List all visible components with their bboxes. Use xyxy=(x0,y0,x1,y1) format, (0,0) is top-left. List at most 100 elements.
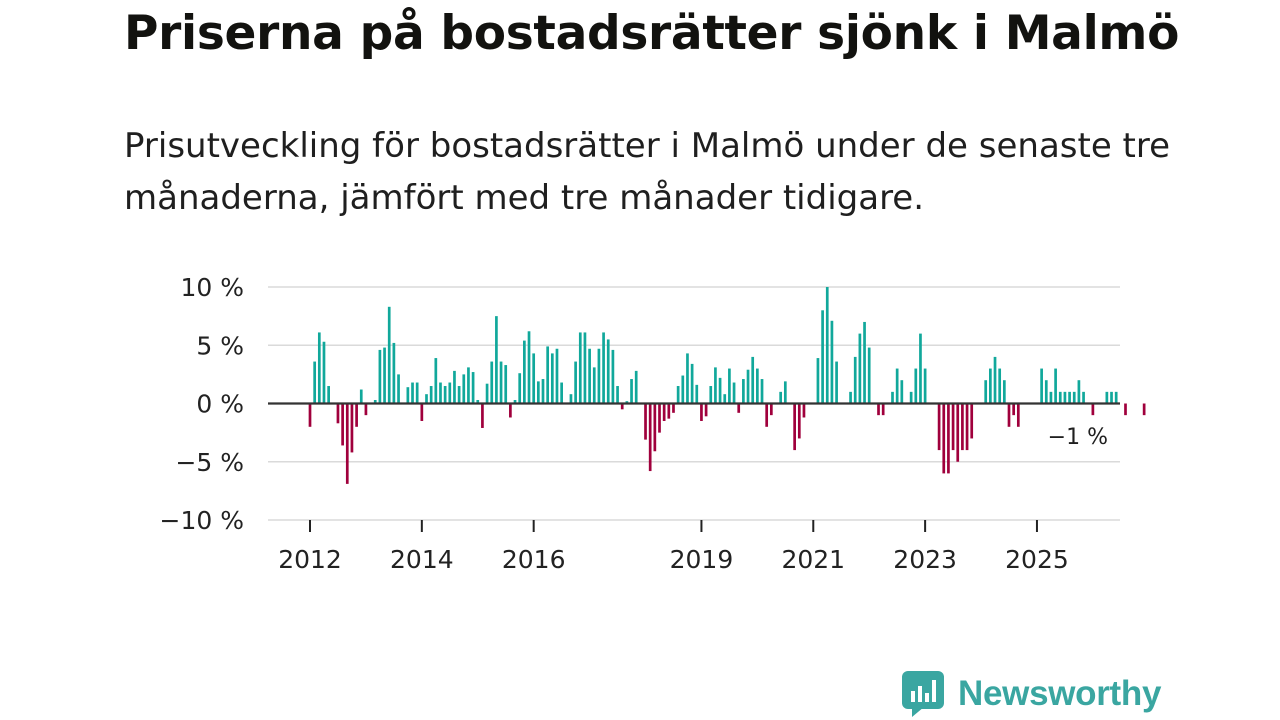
bar xyxy=(616,386,619,404)
bar xyxy=(313,361,317,404)
bar xyxy=(970,403,974,439)
bar xyxy=(863,321,866,404)
bar xyxy=(816,358,820,404)
bar xyxy=(471,372,475,404)
bar xyxy=(513,400,517,404)
bar xyxy=(853,356,857,404)
bar xyxy=(569,394,573,404)
bar xyxy=(308,403,312,427)
bar xyxy=(1044,380,1048,404)
bar xyxy=(350,403,354,453)
x-tick-label: 2025 xyxy=(1005,545,1069,574)
bar xyxy=(751,356,755,404)
bar xyxy=(956,403,960,462)
bar xyxy=(574,361,577,404)
bar xyxy=(541,379,545,404)
bar xyxy=(485,383,489,404)
y-tick-label: 0 % xyxy=(196,390,244,419)
bar xyxy=(550,353,554,404)
bar xyxy=(546,346,550,404)
bar xyxy=(709,386,713,404)
bar xyxy=(993,356,997,404)
bar xyxy=(499,361,503,404)
bar xyxy=(597,348,601,404)
bar xyxy=(690,363,694,404)
bar xyxy=(686,353,689,404)
bar xyxy=(509,403,512,418)
bar xyxy=(425,394,428,404)
bar xyxy=(378,349,382,404)
bar xyxy=(947,403,950,474)
bar xyxy=(336,403,340,424)
bar xyxy=(434,358,438,404)
bar xyxy=(518,373,522,404)
bar xyxy=(1124,403,1127,416)
bars xyxy=(308,287,1146,484)
bar xyxy=(825,287,829,404)
bar xyxy=(345,403,349,484)
x-tick-label: 2019 xyxy=(670,545,734,574)
bar xyxy=(653,403,657,452)
bar xyxy=(1091,403,1095,416)
bar xyxy=(355,403,358,427)
bar xyxy=(737,403,741,413)
bar xyxy=(984,380,988,404)
bar xyxy=(746,369,750,404)
bar xyxy=(1072,391,1076,404)
newsworthy-brand: Newsworthy xyxy=(902,670,1161,718)
bar xyxy=(1142,403,1146,416)
bar xyxy=(1007,403,1011,427)
bar xyxy=(411,382,414,404)
bar xyxy=(1058,391,1062,404)
bar xyxy=(1016,403,1020,427)
y-tick-label: 5 % xyxy=(196,331,244,360)
bar xyxy=(341,403,344,446)
bar xyxy=(849,391,852,404)
bar xyxy=(900,380,904,404)
y-tick-label: 10 % xyxy=(180,273,244,302)
bar xyxy=(1063,391,1067,404)
bar xyxy=(453,370,456,404)
bar xyxy=(891,391,894,404)
bar xyxy=(830,320,834,404)
x-tick-label: 2014 xyxy=(390,545,454,574)
bar xyxy=(965,403,969,451)
bar xyxy=(611,349,615,404)
bar xyxy=(1105,391,1109,404)
bar xyxy=(429,386,433,404)
bar xyxy=(718,377,722,404)
bar xyxy=(658,403,661,433)
bar xyxy=(322,341,326,404)
brand-name: Newsworthy xyxy=(958,674,1162,713)
bar xyxy=(634,370,638,404)
bar xyxy=(732,382,736,404)
x-tick-label: 2021 xyxy=(781,545,845,574)
bar xyxy=(742,379,745,404)
bar xyxy=(700,403,703,421)
bar xyxy=(1049,391,1053,404)
bar xyxy=(532,353,536,404)
bar xyxy=(392,342,396,404)
bar xyxy=(877,403,880,416)
bar xyxy=(1082,391,1085,404)
bar xyxy=(1110,391,1113,404)
bar xyxy=(504,365,508,404)
bar xyxy=(630,379,633,404)
bar xyxy=(648,403,652,472)
bar xyxy=(919,333,922,404)
bar xyxy=(462,374,466,404)
bar xyxy=(937,403,941,451)
y-tick-label: −5 % xyxy=(175,448,244,477)
bar xyxy=(765,403,769,427)
bar xyxy=(1068,391,1071,404)
bar xyxy=(523,340,526,404)
bar xyxy=(1002,380,1006,404)
bar xyxy=(895,368,899,404)
bar xyxy=(495,316,498,404)
bar xyxy=(783,381,787,404)
bar xyxy=(681,375,685,404)
axes: 10 % 5 % 0 % −5 % −10 % 2012 2014 2016 2019 2021 2… xyxy=(160,273,1120,574)
bar xyxy=(672,403,675,413)
bar xyxy=(835,361,838,404)
bar xyxy=(448,382,452,404)
